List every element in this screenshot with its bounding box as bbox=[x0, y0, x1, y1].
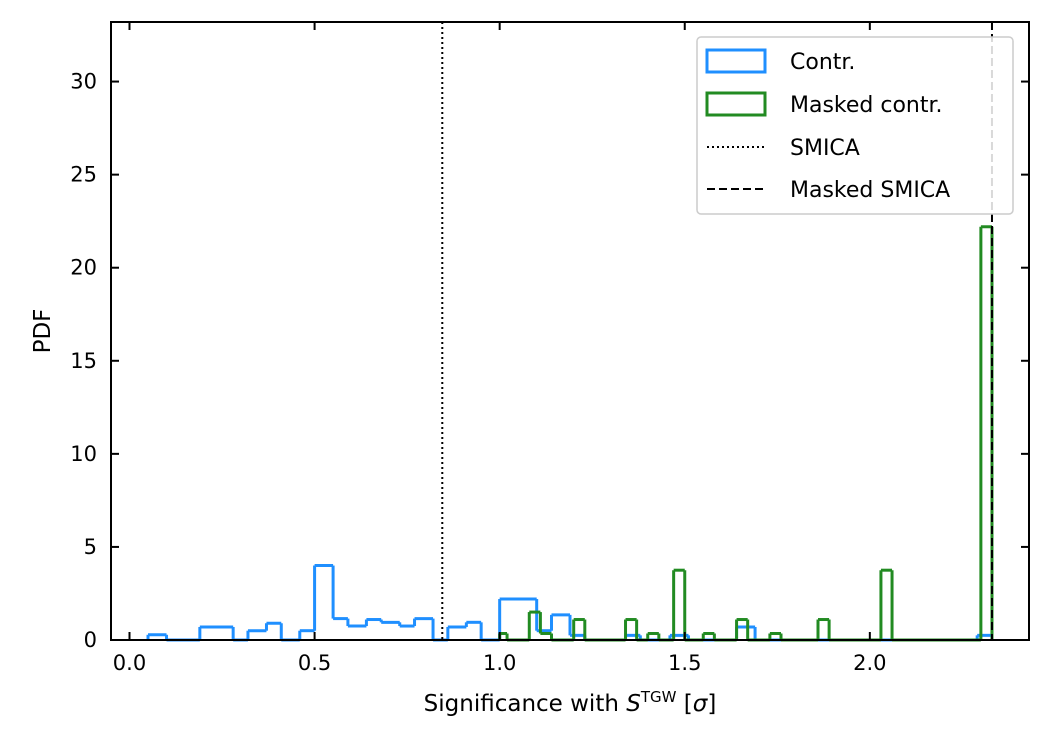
legend: Contr. Masked contr. SMICA Masked SMICA bbox=[696, 36, 1014, 215]
legend-label-masked-smica: Masked SMICA bbox=[790, 178, 950, 203]
legend-box bbox=[696, 36, 1014, 215]
y-axis-label: PDF bbox=[30, 309, 56, 354]
x-tick-label: 0.5 bbox=[298, 651, 331, 675]
y-tick-label: 25 bbox=[70, 163, 97, 187]
y-tick-label: 20 bbox=[70, 256, 97, 280]
legend-label-smica: SMICA bbox=[790, 136, 860, 161]
y-tick-label: 30 bbox=[70, 70, 97, 94]
plot-frame bbox=[110, 21, 1030, 641]
legend-swatch-masked-contr bbox=[705, 91, 767, 117]
y-tick-label: 5 bbox=[84, 535, 97, 559]
legend-label-contr: Contr. bbox=[790, 50, 855, 75]
x-tick-label: 2.0 bbox=[853, 651, 886, 675]
x-tick-label: 1.0 bbox=[483, 651, 516, 675]
y-tick-label: 10 bbox=[70, 442, 97, 466]
y-tick-label: 15 bbox=[70, 349, 97, 373]
x-tick-label: 1.5 bbox=[668, 651, 701, 675]
x-tick-label: 0.0 bbox=[113, 651, 146, 675]
x-axis-label: Significance with STGW [σ] bbox=[424, 688, 717, 717]
y-tick-label: 0 bbox=[84, 628, 97, 652]
legend-swatch-contr bbox=[705, 48, 767, 74]
legend-label-masked-contr: Masked contr. bbox=[790, 93, 943, 118]
